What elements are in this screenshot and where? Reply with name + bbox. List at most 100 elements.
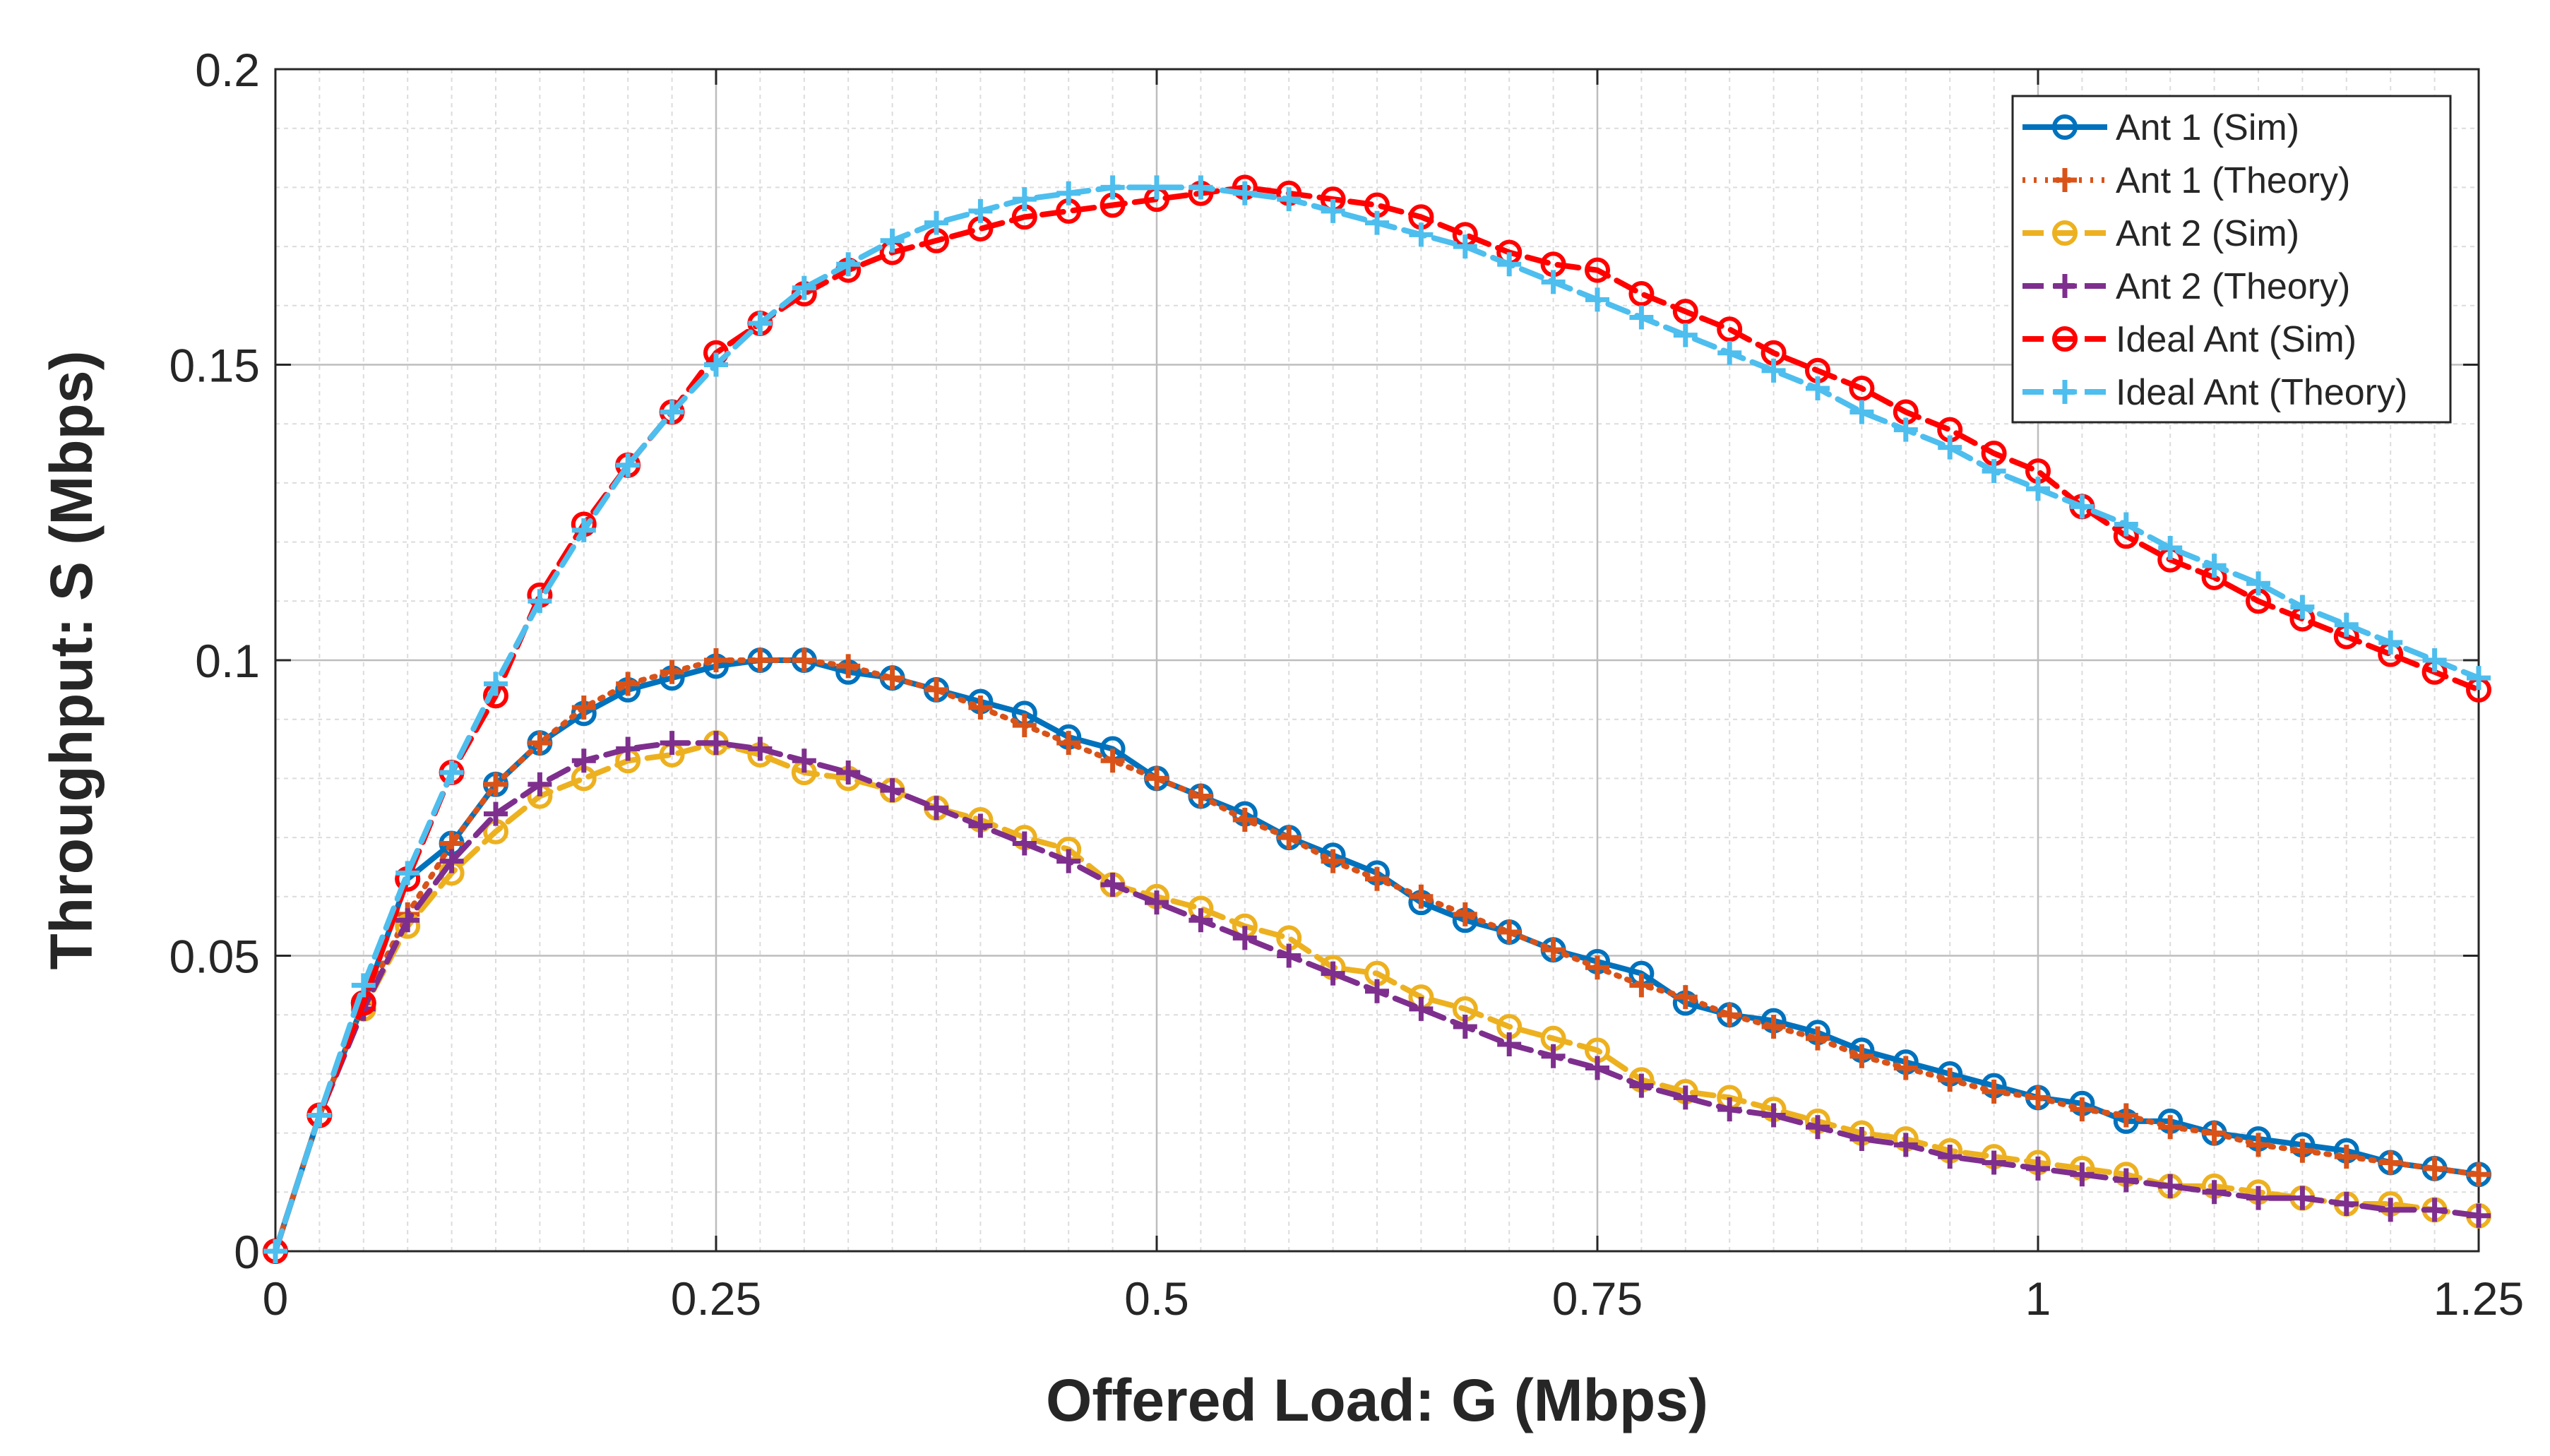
y-tick-label: 0.2	[195, 44, 260, 96]
data-point	[439, 760, 464, 785]
data-point	[1585, 287, 1609, 312]
series-ant-1-theory	[263, 648, 2491, 1263]
data-point	[2334, 1145, 2359, 1169]
data-point	[1806, 376, 1830, 400]
data-point	[1893, 417, 1918, 442]
data-point	[1541, 270, 1566, 294]
legend-label: Ant 1 (Sim)	[2116, 107, 2299, 148]
data-point	[704, 352, 728, 377]
data-point	[968, 695, 993, 720]
legend-marker	[2052, 114, 2078, 140]
data-point	[1717, 340, 1742, 365]
data-point	[2422, 1198, 2447, 1222]
data-point	[1629, 1073, 1654, 1098]
x-axis-label: Offered Load: G (Mbps)	[1046, 1367, 1708, 1433]
data-point	[2158, 535, 2183, 560]
data-point	[1100, 175, 1125, 200]
data-point	[1497, 920, 1522, 945]
data-point	[1277, 825, 1301, 850]
data-point	[836, 760, 861, 785]
data-point	[2114, 1168, 2138, 1193]
data-point	[1056, 731, 1081, 756]
data-point	[2026, 477, 2050, 501]
data-point	[1365, 979, 1389, 1003]
data-point	[1321, 961, 1345, 986]
data-point	[1673, 323, 1698, 347]
data-point	[528, 731, 552, 756]
data-point	[1761, 1014, 1786, 1039]
data-point	[660, 400, 684, 424]
data-point	[1982, 459, 2006, 484]
data-point	[924, 796, 948, 821]
data-point	[1585, 1056, 1609, 1080]
data-point	[924, 210, 948, 235]
data-point	[704, 731, 728, 756]
data-point	[1100, 748, 1125, 773]
data-point	[1849, 1126, 1874, 1151]
legend-label: Ideal Ant (Theory)	[2116, 372, 2407, 413]
data-point	[2202, 1121, 2227, 1145]
data-point	[748, 311, 773, 335]
data-point	[351, 973, 376, 998]
data-point	[2070, 1162, 2095, 1187]
data-point	[1585, 955, 1609, 980]
data-point	[1629, 973, 1654, 998]
data-point	[1188, 175, 1213, 200]
data-point	[968, 813, 993, 838]
data-point	[484, 772, 508, 796]
data-point	[395, 908, 420, 933]
data-point	[1409, 996, 1434, 1021]
data-point	[924, 677, 948, 702]
legend: Ant 1 (Sim) Ant 1 (Theory) Ant 2 (Sim) Ant …	[2011, 95, 2452, 424]
data-point	[2334, 1192, 2359, 1217]
data-point	[1849, 375, 1875, 401]
data-point	[2334, 612, 2359, 637]
data-point	[1849, 400, 1874, 424]
legend-label: Ant 2 (Sim)	[2116, 213, 2299, 254]
data-point	[2114, 512, 2138, 537]
data-point	[704, 648, 728, 672]
x-tick-label: 0.75	[1552, 1272, 1643, 1325]
legend-marker	[2053, 168, 2077, 192]
x-tick-label: 1.25	[2433, 1272, 2524, 1325]
x-axis-ticks: 0 0.25 0.5 0.75 1 1.25	[263, 69, 2524, 1325]
data-point	[748, 648, 773, 672]
data-point	[1893, 1133, 1918, 1157]
data-point	[1453, 1014, 1477, 1039]
data-point	[792, 748, 816, 773]
data-point	[2290, 595, 2315, 619]
legend-item: Ideal Ant (Sim)	[2022, 319, 2357, 360]
data-point	[968, 198, 993, 223]
x-tick-label: 0.25	[671, 1272, 761, 1325]
data-point	[1585, 257, 1610, 283]
data-point	[1409, 222, 1434, 247]
data-point	[1277, 187, 1301, 212]
x-tick-label: 1	[2025, 1272, 2051, 1325]
data-point	[1849, 1044, 1874, 1068]
series-ideal-ant-theory	[263, 175, 2491, 1263]
data-point	[792, 648, 816, 672]
data-point	[2378, 1198, 2403, 1222]
legend-items: Ant 1 (Sim) Ant 1 (Theory) Ant 2 (Sim) Ant …	[2022, 107, 2407, 413]
y-axis-ticks: 0 0.05 0.1 0.15 0.2	[169, 44, 2479, 1278]
data-point	[1672, 299, 1698, 325]
legend-marker	[2052, 326, 2078, 352]
data-point	[1012, 713, 1037, 738]
data-point	[528, 772, 552, 796]
data-point	[748, 736, 773, 761]
data-point	[1232, 807, 1257, 832]
data-point	[880, 778, 905, 803]
legend-item: Ant 1 (Sim)	[2022, 107, 2299, 148]
data-point	[528, 589, 552, 614]
data-point	[1497, 1032, 1522, 1057]
data-point	[1806, 1026, 1830, 1051]
x-tick-label: 0	[263, 1272, 289, 1325]
x-tick-label: 0.5	[1124, 1272, 1189, 1325]
data-point	[1673, 1085, 1698, 1110]
data-point	[571, 748, 596, 773]
data-point	[2290, 1138, 2315, 1163]
data-point	[1188, 784, 1213, 808]
data-point	[660, 660, 684, 684]
data-point	[571, 695, 596, 720]
